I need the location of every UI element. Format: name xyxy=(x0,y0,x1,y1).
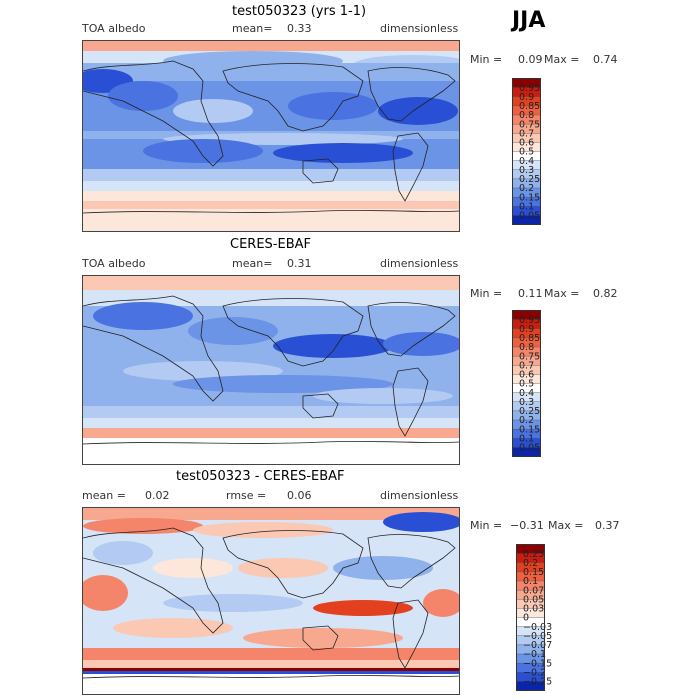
panel-1-map xyxy=(82,40,460,232)
colorbar-tick-label: 0.15 xyxy=(519,192,540,203)
colorbar-tick-label: 0.1 xyxy=(519,433,534,444)
season-label: JJA xyxy=(512,8,546,33)
panel-3-colorbar: 0.250.20.150.10.070.050.030−0.03−0.05−0.… xyxy=(516,544,552,692)
colorbar-tick-label: 0.95 xyxy=(519,315,540,326)
colorbar-tick-label: 0.3 xyxy=(519,397,534,408)
panel-1-colorbar: 0.950.90.850.80.750.70.60.50.40.30.250.2… xyxy=(512,78,541,226)
colorbar-tick-label: 0.75 xyxy=(519,351,540,362)
colorbar-tick-label: 0.25 xyxy=(523,549,544,560)
colorbar-tick-label: −0.15 xyxy=(523,658,552,669)
colorbar-tick-label: 0.5 xyxy=(519,147,534,158)
panel-2-colorbar: 0.950.90.850.80.750.70.60.50.40.30.250.2… xyxy=(512,310,541,458)
panel-2-units: dimensionless xyxy=(380,257,459,270)
panel-2-map-svg xyxy=(83,276,459,464)
colorbar-tick-label: 0.15 xyxy=(519,424,540,435)
colorbar-tick-label: 0.07 xyxy=(523,585,544,596)
colorbar-tick-label: 0.15 xyxy=(523,567,544,578)
colorbar-tick-label: −0.07 xyxy=(523,640,552,651)
panel-3-min-value: −0.31 xyxy=(510,519,544,532)
panel-3-max-label: Max = xyxy=(548,519,584,532)
colorbar-tick-label: 0.05 xyxy=(523,594,544,605)
panel-1-colorbar-frame xyxy=(512,78,541,225)
panel-1-max-label: Max = xyxy=(544,53,580,66)
panel-3-max-value: 0.37 xyxy=(595,519,620,532)
colorbar-tick-label: 0.7 xyxy=(519,360,534,371)
panel-1-min-label: Min = xyxy=(470,53,503,66)
panel-2-mean-label: mean= xyxy=(232,257,273,270)
panel-2-colorbar-frame xyxy=(512,310,541,457)
colorbar-tick-label: 0.85 xyxy=(519,101,540,112)
panel-3-colorbar-frame xyxy=(516,544,545,691)
colorbar-tick-label: 0.25 xyxy=(519,406,540,417)
colorbar-tick-label: 0.2 xyxy=(523,558,538,569)
panel-3-mean-value: 0.02 xyxy=(145,489,170,502)
panel-2-colorbar-swatches xyxy=(512,310,541,458)
colorbar-tick-label: 0.4 xyxy=(519,156,534,167)
panel-1-mean-label: mean= xyxy=(232,22,273,35)
colorbar-tick-label: 0.1 xyxy=(523,576,538,587)
panel-3-rmse-label: rmse = xyxy=(226,489,267,502)
colorbar-tick-label: −0.25 xyxy=(523,677,552,688)
panel-2-variable-label: TOA albedo xyxy=(82,257,146,270)
colorbar-tick-label: 0.2 xyxy=(519,183,534,194)
panel-3-units: dimensionless xyxy=(380,489,459,502)
panel-3-min-label: Min = xyxy=(470,519,503,532)
panel-2-map xyxy=(82,275,460,465)
panel-1-colorbar-swatches xyxy=(512,78,541,226)
panel-1-min-value: 0.09 xyxy=(518,53,543,66)
colorbar-tick-label: −0.05 xyxy=(523,631,552,642)
panel-1-variable-label: TOA albedo xyxy=(82,22,146,35)
colorbar-tick-label: 0.8 xyxy=(519,342,534,353)
colorbar-tick-label: 0 xyxy=(523,613,529,624)
panel-3-title: test050323 - CERES-EBAF xyxy=(176,469,345,484)
colorbar-tick-label: 0.25 xyxy=(519,174,540,185)
colorbar-tick-label: 0.4 xyxy=(519,388,534,399)
colorbar-tick-label: −0.03 xyxy=(523,622,552,633)
panel-2-title: CERES-EBAF xyxy=(230,237,311,252)
panel-3-rmse-value: 0.06 xyxy=(287,489,312,502)
colorbar-tick-label: −0.2 xyxy=(523,667,546,678)
colorbar-tick-label: 0.7 xyxy=(519,128,534,139)
colorbar-tick-label: 0.95 xyxy=(519,83,540,94)
colorbar-tick-label: −0.1 xyxy=(523,649,546,660)
panel-3-map-svg xyxy=(83,508,459,694)
colorbar-tick-label: 0.6 xyxy=(519,370,534,381)
panel-2-max-label: Max = xyxy=(544,287,580,300)
panel-1-mean-value: 0.33 xyxy=(287,22,312,35)
panel-2-max-value: 0.82 xyxy=(593,287,618,300)
panel-2-min-label: Min = xyxy=(470,287,503,300)
colorbar-tick-label: 0.75 xyxy=(519,119,540,130)
colorbar-tick-label: 0.05 xyxy=(519,211,540,222)
panel-1-title: test050323 (yrs 1-1) xyxy=(232,4,367,19)
panel-2-mean-value: 0.31 xyxy=(287,257,312,270)
colorbar-tick-label: 0.1 xyxy=(519,201,534,212)
colorbar-tick-label: 0.85 xyxy=(519,333,540,344)
panel-3-map xyxy=(82,507,460,695)
panel-1-map-svg xyxy=(83,41,459,231)
panel-1-max-value: 0.74 xyxy=(593,53,618,66)
colorbar-tick-label: 0.5 xyxy=(519,379,534,390)
colorbar-tick-label: 0.3 xyxy=(519,165,534,176)
panel-1-units: dimensionless xyxy=(380,22,459,35)
colorbar-tick-label: 0.2 xyxy=(519,415,534,426)
colorbar-tick-label: 0.05 xyxy=(519,443,540,454)
colorbar-tick-label: 0.03 xyxy=(523,604,544,615)
colorbar-tick-label: 0.9 xyxy=(519,324,534,335)
colorbar-tick-label: 0.6 xyxy=(519,138,534,149)
colorbar-tick-label: 0.8 xyxy=(519,110,534,121)
panel-2-min-value: 0.11 xyxy=(518,287,543,300)
colorbar-tick-label: 0.9 xyxy=(519,92,534,103)
panel-3-mean-label: mean = xyxy=(82,489,126,502)
